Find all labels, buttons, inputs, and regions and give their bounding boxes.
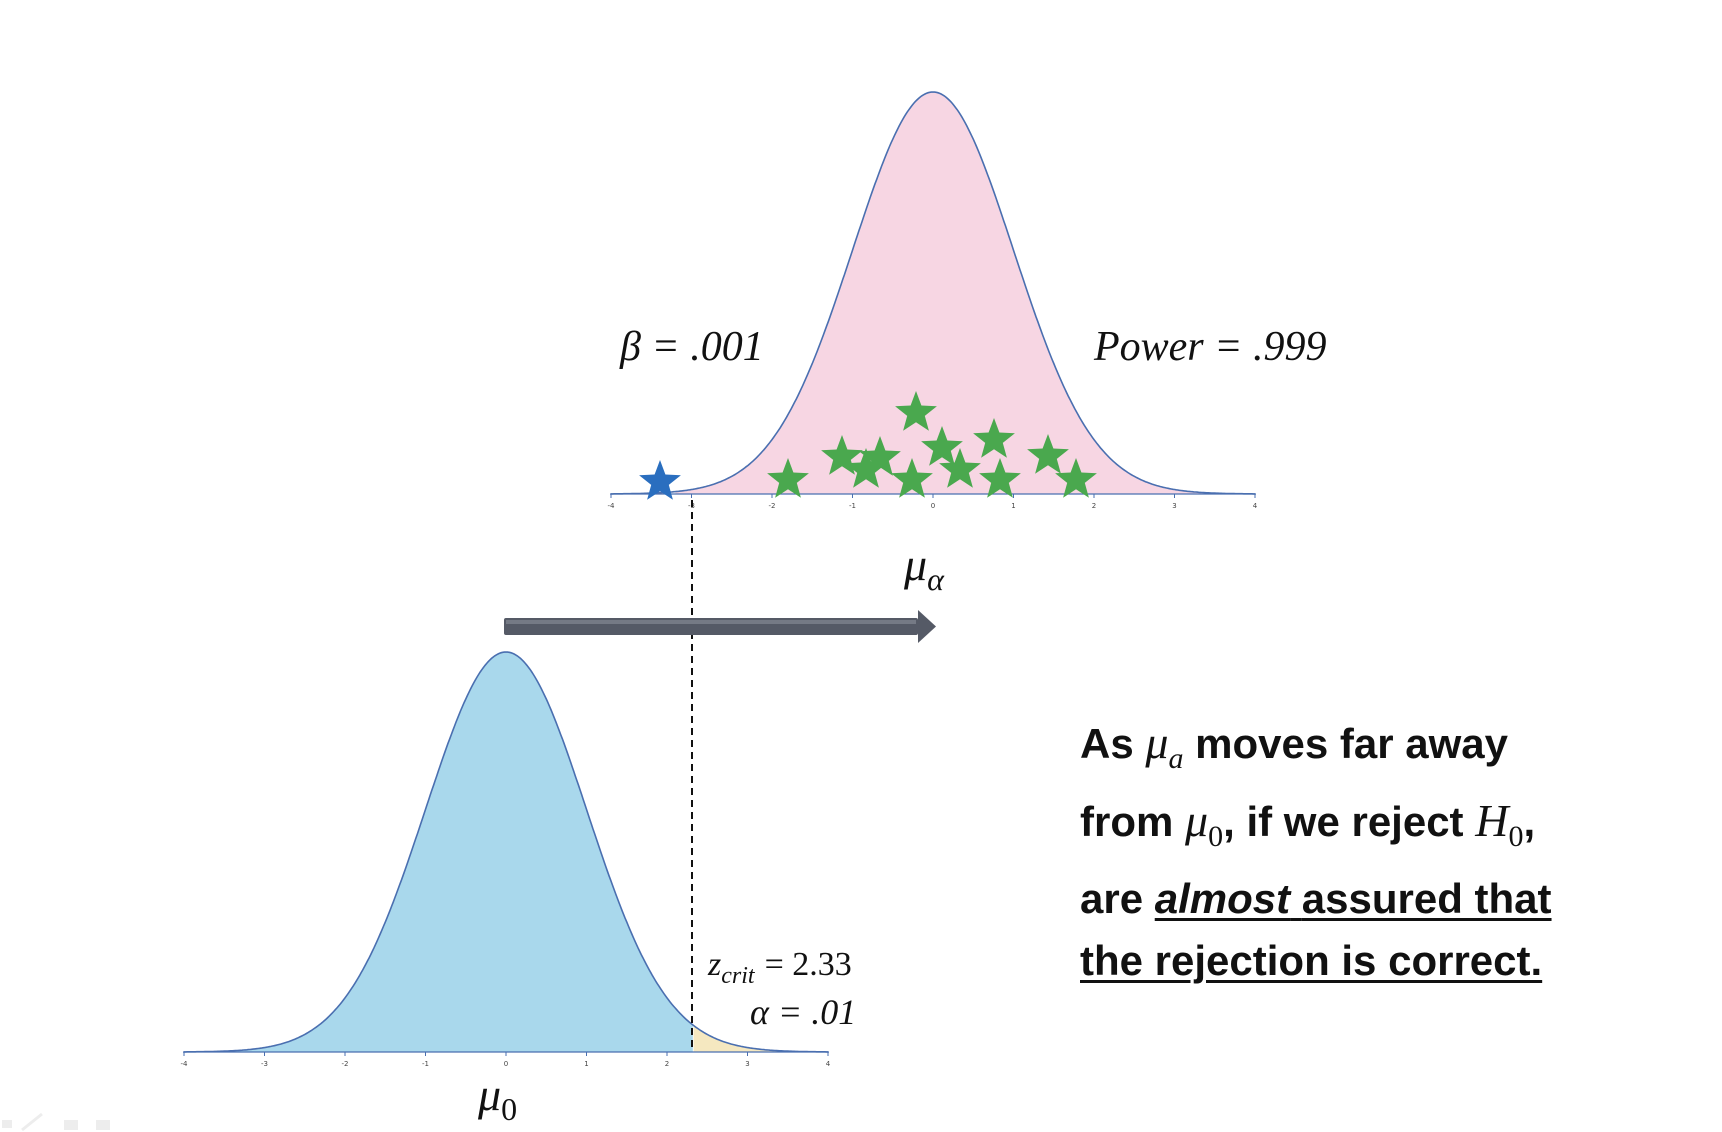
reject-sample-star <box>921 426 963 466</box>
reject-sample-star <box>767 458 809 498</box>
alt-tick-label: 1 <box>1011 502 1015 510</box>
statement-line-1: As μa moves far away <box>1080 712 1680 790</box>
null-tick-label: 4 <box>826 1060 831 1068</box>
beta-label: β = .001 <box>619 324 764 370</box>
alpha-label: α = .01 <box>750 992 856 1032</box>
power-label: Power = .999 <box>1093 324 1327 370</box>
statement-correct: the rejection is correct. <box>1080 937 1543 984</box>
zcrit-subscript: crit <box>721 963 756 989</box>
mu-zero-symbol: μ <box>477 1069 501 1120</box>
mu-alpha-subscript: α <box>927 561 945 597</box>
conclusion-statement: As μa moves far away from μ0, if we reje… <box>1080 712 1680 992</box>
zcrit-value: = 2.33 <box>765 946 852 983</box>
statement-mu-0: μ0 <box>1185 795 1224 853</box>
shift-arrow <box>504 610 936 643</box>
reject-sample-star <box>1055 458 1097 498</box>
null-tick-label: 0 <box>504 1060 508 1068</box>
statement-as: As <box>1080 720 1134 767</box>
reject-sample-star <box>973 418 1015 458</box>
reject-sample-star <box>895 391 937 431</box>
statement-mu-a: μa <box>1145 717 1184 775</box>
zcrit-variable: z <box>707 946 721 983</box>
statement-almost: almost <box>1154 875 1291 922</box>
alt-curve-fill <box>675 92 1255 494</box>
null-alpha-tail <box>693 1025 828 1052</box>
beta-sample-star <box>639 460 681 500</box>
mu-zero-subscript: 0 <box>501 1091 517 1127</box>
mu-alpha-symbol: μ <box>903 539 927 590</box>
statement-reject: , if we reject <box>1223 798 1464 845</box>
null-axis-ticks: -4 -3 -2 -1 0 1 2 3 4 <box>181 1052 831 1068</box>
statement-are: are <box>1080 875 1144 922</box>
reject-sample-star <box>845 448 887 488</box>
null-tick-label: -3 <box>261 1060 268 1068</box>
alt-curve-line <box>611 91 1255 495</box>
statement-line-3: are almost assured that <box>1080 868 1680 930</box>
alt-tick-label: -4 <box>608 502 616 510</box>
reject-sample-star <box>891 458 933 498</box>
reject-sample-star <box>979 458 1021 498</box>
null-tick-label: 2 <box>665 1060 669 1068</box>
statement-line-4: the rejection is correct. <box>1080 930 1680 992</box>
statement-comma: , <box>1523 798 1536 845</box>
null-curve-line <box>184 651 828 1053</box>
reject-sample-star <box>1027 434 1069 474</box>
mu-alpha-label: μα <box>903 539 945 597</box>
alt-tick-label: 2 <box>1092 502 1096 510</box>
reject-sample-star <box>821 435 863 475</box>
null-tick-label: -1 <box>422 1060 429 1068</box>
statement-from: from <box>1080 798 1174 845</box>
null-tick-label: -4 <box>181 1060 189 1068</box>
null-tick-label: 1 <box>584 1060 588 1068</box>
statement-moves: moves far away <box>1195 720 1508 767</box>
null-tick-label: -2 <box>342 1060 349 1068</box>
mu-zero-label: μ0 <box>477 1069 517 1127</box>
slide-controls <box>2 1112 110 1132</box>
alt-tick-label: -1 <box>849 502 856 510</box>
reject-sample-star <box>859 436 901 476</box>
null-tick-label: 3 <box>745 1060 749 1068</box>
reject-sample-star <box>939 448 981 488</box>
alt-tick-label: 3 <box>1172 502 1176 510</box>
alt-sample-stars <box>639 391 1097 500</box>
null-distribution: -4 -3 -2 -1 0 1 2 3 4 <box>181 651 831 1068</box>
statement-line-2: from μ0, if we reject H0, <box>1080 790 1680 868</box>
statement-assured: assured that <box>1301 875 1552 922</box>
alt-tick-label: 4 <box>1253 502 1258 510</box>
alt-tick-label: -2 <box>769 502 776 510</box>
null-curve-fill <box>184 652 693 1052</box>
alt-tick-label: 0 <box>931 502 935 510</box>
statement-h0: H0 <box>1475 795 1524 853</box>
zcrit-label: zcrit = 2.33 <box>707 946 852 989</box>
